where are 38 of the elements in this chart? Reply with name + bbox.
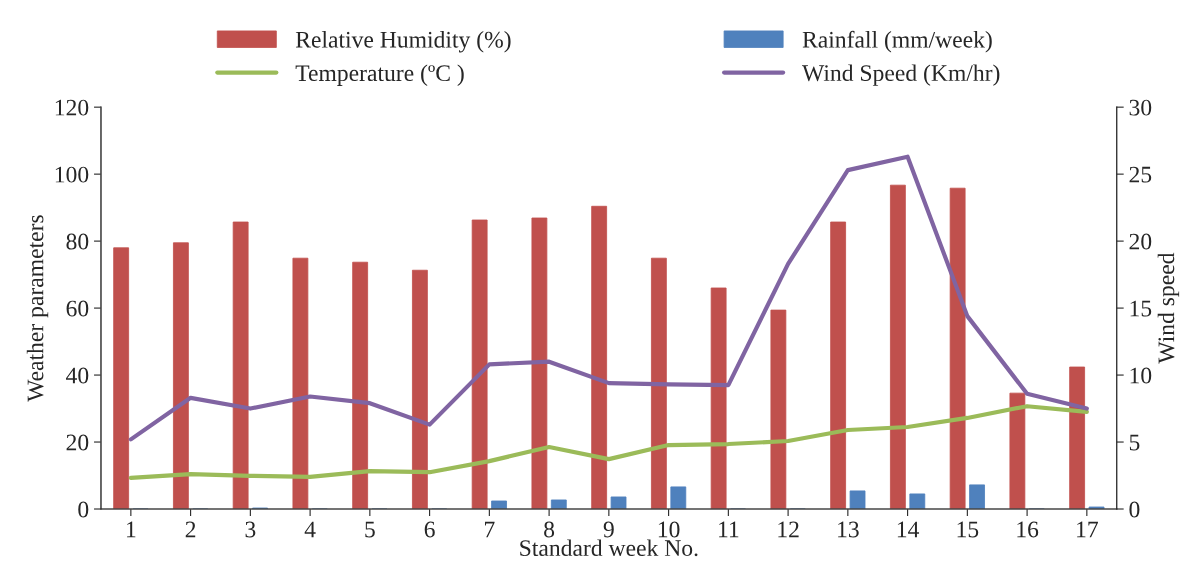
- y2-tick-label: 10: [1130, 367, 1152, 384]
- y-tick-label: 80: [66, 233, 89, 250]
- legend-label: Temperature (ºC ): [295, 64, 464, 86]
- legend-label: Rainfall (mm/week): [802, 30, 992, 53]
- x-tick-label: 11: [719, 521, 739, 538]
- y-tick-label: 100: [55, 166, 89, 183]
- x-tick-label: 17: [1077, 521, 1098, 538]
- legend-label: Wind Speed (Km/hr): [802, 64, 1000, 86]
- x-tick-label: 16: [1017, 521, 1039, 538]
- y-axis-title: Weather parameters: [26, 215, 49, 402]
- x-tick-label: 12: [778, 521, 799, 538]
- x-tick-label: 3: [245, 521, 256, 538]
- y-tick-label: 60: [66, 300, 89, 317]
- y-tick-label: 120: [55, 99, 89, 116]
- x-tick-label: 8: [544, 521, 555, 538]
- x-tick-label: 9: [603, 521, 614, 538]
- y2-tick-label: 15: [1130, 300, 1152, 317]
- y-tick-label: 0: [78, 501, 89, 518]
- x-tick-label: 13: [838, 521, 859, 538]
- x-tick-label: 7: [485, 521, 495, 538]
- x-tick-label: 2: [185, 521, 196, 538]
- x-tick-label: 14: [897, 521, 920, 538]
- y2-axis-title: Wind speed: [1157, 252, 1180, 364]
- x-tick-label: 15: [957, 521, 979, 538]
- x-tick-label: 5: [365, 521, 375, 538]
- y-tick-label: 20: [66, 434, 89, 451]
- y2-tick-label: 25: [1129, 166, 1152, 183]
- x-axis-title: Standard week No.: [520, 539, 698, 557]
- x-tick-label: 1: [127, 521, 136, 538]
- y2-tick-label: 0: [1129, 501, 1140, 518]
- x-tick-label: 10: [658, 521, 680, 538]
- y-tick-label: 40: [66, 367, 89, 384]
- x-tick-label: 4: [304, 521, 316, 538]
- legend-label: Relative Humidity (%): [295, 31, 511, 53]
- y2-tick-label: 30: [1129, 99, 1152, 116]
- y2-tick-label: 20: [1129, 233, 1152, 250]
- x-tick-label: 6: [424, 521, 435, 538]
- y2-tick-label: 5: [1129, 434, 1140, 451]
